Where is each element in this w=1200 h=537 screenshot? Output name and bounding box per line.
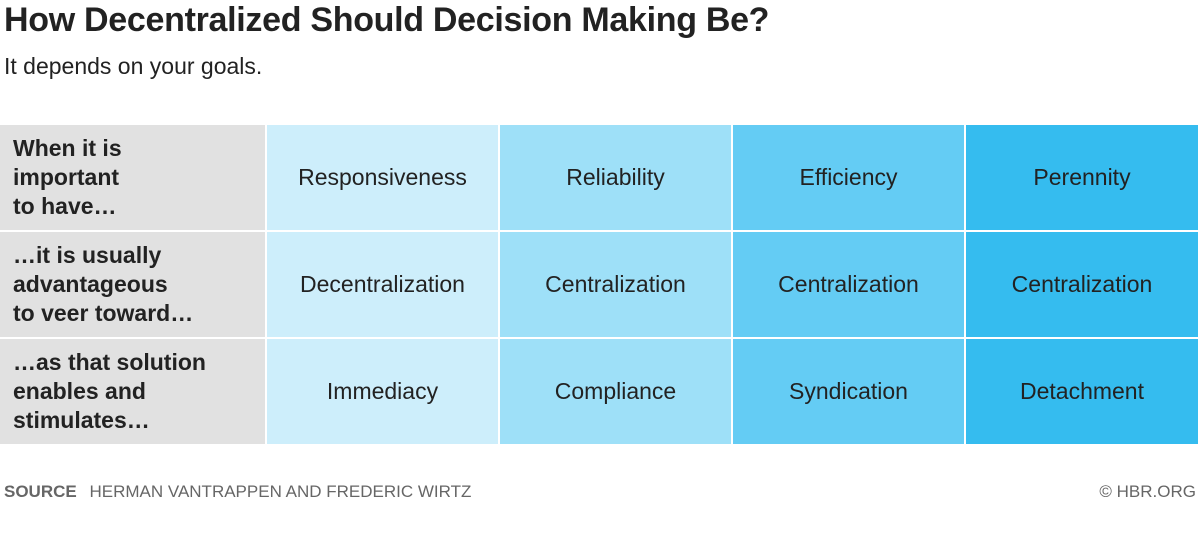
- table-cell-r2-c1: Decentralization: [267, 232, 500, 339]
- table-cell-r1-c3: Efficiency: [733, 125, 966, 232]
- table-cell-r3-c1: Immediacy: [267, 339, 500, 446]
- table-cell-r1-c2: Reliability: [500, 125, 733, 232]
- table-cell-r3-c3: Syndication: [733, 339, 966, 446]
- source-text: HERMAN VANTRAPPEN AND FREDERIC WIRTZ: [89, 482, 472, 501]
- table-cell-r1-c4: Perennity: [966, 125, 1200, 232]
- table-cell-r2-c3: Centralization: [733, 232, 966, 339]
- source-label: SOURCE: [4, 482, 77, 501]
- source-line: SOURCE HERMAN VANTRAPPEN AND FREDERIC WI…: [4, 480, 471, 504]
- row-header-2: …it is usually advantageous to veer towa…: [0, 232, 267, 339]
- chart-title: How Decentralized Should Decision Making…: [4, 1, 770, 39]
- decision-table: When it is important to have… Responsiven…: [0, 125, 1200, 446]
- table-cell-r3-c2: Compliance: [500, 339, 733, 446]
- table-cell-r1-c1: Responsiveness: [267, 125, 500, 232]
- row-header-3: …as that solution enables and stimulates…: [0, 339, 267, 446]
- copyright-credit: © HBR.ORG: [1099, 482, 1196, 501]
- chart-subtitle: It depends on your goals.: [4, 53, 263, 79]
- table-cell-r2-c2: Centralization: [500, 232, 733, 339]
- table-cell-r2-c4: Centralization: [966, 232, 1200, 339]
- table-cell-r3-c4: Detachment: [966, 339, 1200, 446]
- row-header-1: When it is important to have…: [0, 125, 267, 232]
